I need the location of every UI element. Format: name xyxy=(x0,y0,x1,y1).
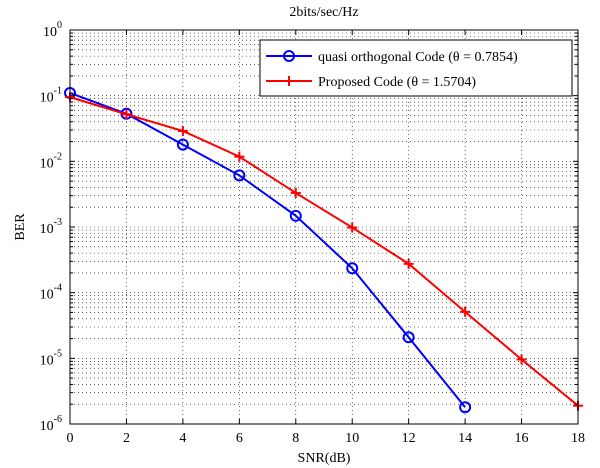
x-tick-label: 12 xyxy=(402,431,416,446)
y-tick-base: 10 xyxy=(40,156,54,171)
y-tick-exponent: -2 xyxy=(54,151,62,162)
y-tick-exponent: 0 xyxy=(57,20,62,31)
y-tick-exponent: -5 xyxy=(54,348,62,359)
y-axis-label: BER xyxy=(13,213,28,241)
y-tick-exponent: -6 xyxy=(54,414,62,425)
legend-label: Proposed Code (θ = 1.5704) xyxy=(318,75,476,90)
y-tick-exponent: -1 xyxy=(54,86,62,97)
y-tick-exponent: -4 xyxy=(54,283,62,294)
x-tick-label: 2 xyxy=(123,431,130,446)
x-tick-label: 8 xyxy=(292,431,299,446)
x-tick-label: 0 xyxy=(67,431,74,446)
y-tick-base: 10 xyxy=(40,288,54,303)
x-tick-label: 6 xyxy=(236,431,243,446)
x-tick-label: 10 xyxy=(345,431,359,446)
x-axis-label: SNR(dB) xyxy=(298,451,351,466)
x-tick-label: 18 xyxy=(571,431,585,446)
y-tick-base: 10 xyxy=(40,353,54,368)
y-tick-base: 10 xyxy=(40,222,54,237)
x-tick-label: 4 xyxy=(179,431,186,446)
legend-label: quasi orthogonal Code (θ = 0.7854) xyxy=(318,50,518,65)
x-tick-label: 16 xyxy=(515,431,529,446)
y-tick-base: 10 xyxy=(40,91,54,106)
y-tick-base: 10 xyxy=(43,25,57,40)
chart-title: 2bits/sec/Hz xyxy=(289,5,358,20)
legend: quasi orthogonal Code (θ = 0.7854) Propos… xyxy=(260,40,572,96)
y-tick-base: 10 xyxy=(40,419,54,434)
y-tick-exponent: -3 xyxy=(54,217,62,228)
x-tick-label: 14 xyxy=(458,431,472,446)
